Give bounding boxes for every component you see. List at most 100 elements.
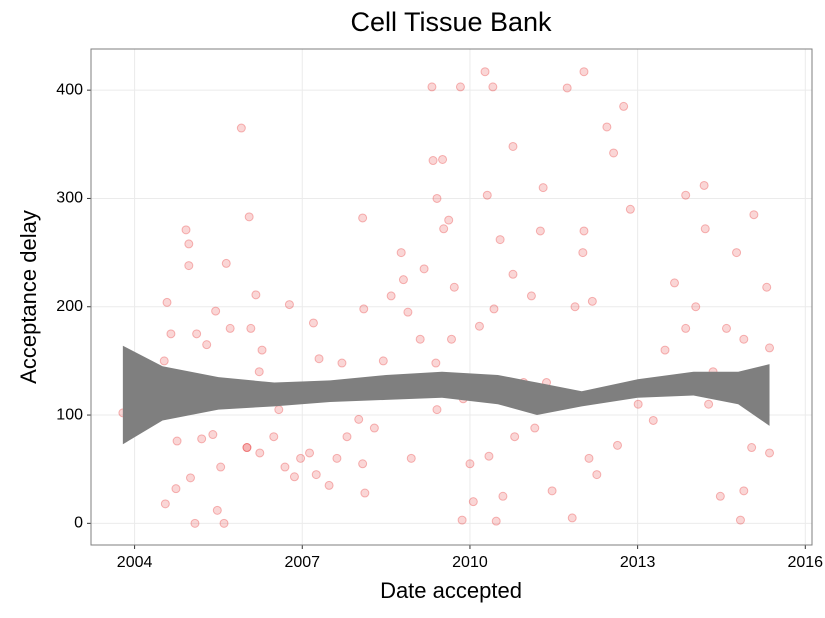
- point: [508, 141, 518, 151]
- point: [587, 296, 597, 306]
- point: [562, 83, 572, 93]
- point: [439, 224, 449, 234]
- point: [510, 432, 520, 442]
- point: [619, 101, 629, 111]
- point: [570, 302, 580, 312]
- point: [579, 226, 589, 236]
- point: [225, 323, 235, 333]
- point: [484, 451, 494, 461]
- point: [432, 193, 442, 203]
- point: [438, 154, 448, 164]
- point: [251, 290, 261, 300]
- point: [162, 297, 172, 307]
- point: [681, 190, 691, 200]
- point: [184, 261, 194, 271]
- x-tick-label: 2010: [452, 554, 488, 571]
- point: [159, 356, 169, 366]
- point: [474, 321, 484, 331]
- point: [181, 225, 191, 235]
- point: [670, 278, 680, 288]
- point: [449, 282, 459, 292]
- point: [308, 318, 318, 328]
- point: [491, 516, 501, 526]
- point: [578, 248, 588, 258]
- point: [765, 343, 775, 353]
- point: [480, 67, 490, 77]
- y-axis-label: Acceptance delay: [16, 210, 41, 384]
- point: [691, 302, 701, 312]
- point: [415, 334, 425, 344]
- point: [257, 345, 267, 355]
- point: [715, 491, 725, 501]
- point: [311, 470, 321, 480]
- point: [721, 323, 731, 333]
- point: [269, 432, 279, 442]
- point: [185, 473, 195, 483]
- point: [246, 323, 256, 333]
- point: [526, 291, 536, 301]
- point: [396, 248, 406, 258]
- point: [612, 440, 622, 450]
- point: [254, 367, 264, 377]
- y-tick-label: 100: [56, 406, 83, 423]
- point: [358, 213, 368, 223]
- y-tick-label: 300: [56, 190, 83, 207]
- smooth-band: [122, 345, 770, 445]
- point: [427, 82, 437, 92]
- point: [359, 304, 369, 314]
- point: [208, 430, 218, 440]
- point: [197, 434, 207, 444]
- point: [236, 123, 246, 133]
- point: [166, 329, 176, 339]
- point: [172, 436, 182, 446]
- point: [284, 300, 294, 310]
- point: [192, 329, 202, 339]
- x-tick-label: 2004: [117, 554, 153, 571]
- point: [386, 291, 396, 301]
- x-tick-label: 2007: [284, 554, 320, 571]
- point: [508, 269, 518, 279]
- point: [648, 415, 658, 425]
- point: [242, 443, 252, 453]
- point: [584, 453, 594, 463]
- point: [609, 148, 619, 158]
- point: [406, 453, 416, 463]
- point: [314, 354, 324, 364]
- point: [765, 448, 775, 458]
- y-tick-label: 200: [56, 298, 83, 315]
- plot-border: [90, 48, 813, 546]
- point: [211, 306, 221, 316]
- y-tick-label: 400: [56, 81, 83, 98]
- point: [547, 486, 557, 496]
- point: [171, 484, 181, 494]
- point: [488, 82, 498, 92]
- point: [579, 67, 589, 77]
- point: [360, 488, 370, 498]
- point: [342, 432, 352, 442]
- point: [468, 497, 478, 507]
- point: [660, 345, 670, 355]
- point: [216, 462, 226, 472]
- point: [190, 518, 200, 528]
- x-axis-label: Date accepted: [380, 578, 522, 603]
- point: [535, 226, 545, 236]
- point: [280, 462, 290, 472]
- point: [482, 190, 492, 200]
- point: [202, 340, 212, 350]
- point: [444, 215, 454, 225]
- point: [274, 405, 284, 415]
- point: [432, 405, 442, 415]
- point: [354, 414, 364, 424]
- plot-background: [91, 49, 812, 545]
- point: [184, 239, 194, 249]
- x-tick-label: 2013: [620, 554, 656, 571]
- point: [378, 356, 388, 366]
- point: [398, 275, 408, 285]
- point: [212, 505, 222, 515]
- point: [244, 212, 254, 222]
- point: [489, 304, 499, 314]
- point: [369, 423, 379, 433]
- point: [495, 235, 505, 245]
